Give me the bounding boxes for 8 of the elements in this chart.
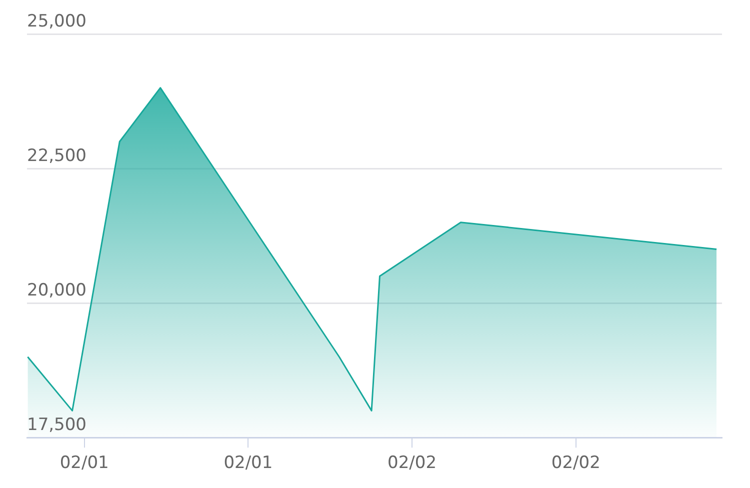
x-tick-label: 02/02 (388, 453, 437, 474)
y-tick-label: 20,000 (27, 280, 86, 300)
x-tick-label: 02/01 (224, 453, 273, 474)
x-tick-label: 02/01 (60, 453, 109, 474)
x-tick-label: 02/02 (551, 453, 600, 474)
y-tick-label: 22,500 (27, 146, 86, 166)
y-tick-label: 25,000 (27, 11, 86, 32)
y-tick-label: 17,500 (27, 415, 86, 436)
